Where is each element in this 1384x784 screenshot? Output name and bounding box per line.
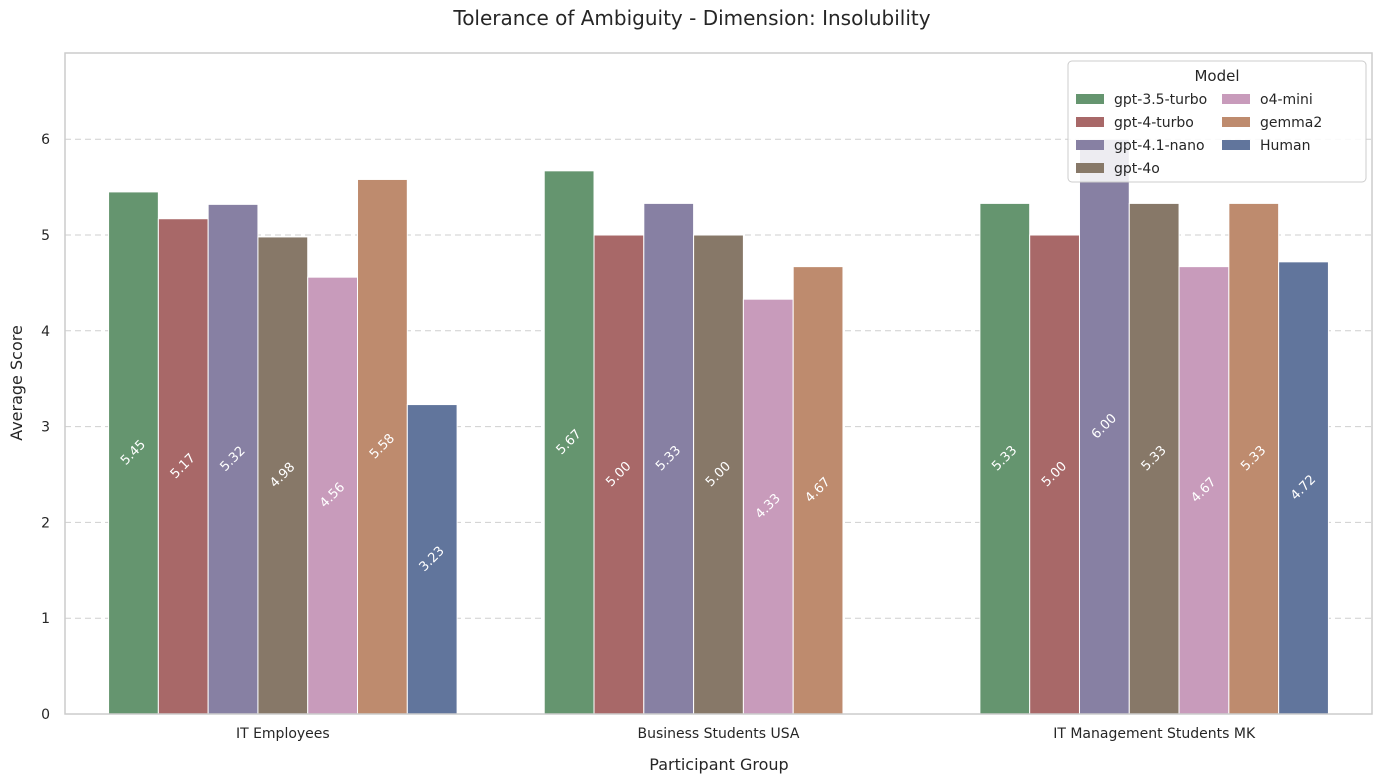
x-tick-label: IT Employees <box>236 726 330 742</box>
bar <box>693 234 744 715</box>
legend-swatch <box>1076 140 1104 150</box>
bar <box>357 178 408 715</box>
y-axis-label: Average Score <box>7 325 26 441</box>
bar <box>406 404 458 715</box>
legend-title: Model <box>1194 67 1239 85</box>
y-tick-label: 2 <box>41 515 50 531</box>
legend-swatch <box>1222 140 1250 150</box>
legend-swatch <box>1076 94 1104 104</box>
legend-entry: gpt-4-turbo <box>1114 115 1194 131</box>
bar <box>157 218 209 715</box>
y-tick-label: 1 <box>41 611 50 627</box>
plot-frame <box>64 52 1373 715</box>
legend-entry: Human <box>1260 138 1311 154</box>
bar <box>257 236 309 715</box>
bar <box>1078 138 1130 715</box>
y-tick-label: 4 <box>41 324 50 340</box>
y-tick-label: 0 <box>41 707 50 723</box>
x-tick-labels: IT Employees Business Students USA IT Mana… <box>236 726 1256 742</box>
y-tick-label: 3 <box>41 420 50 436</box>
x-tick-label: Business Students USA <box>637 726 799 742</box>
legend-entry: gpt-3.5-turbo <box>1114 92 1207 108</box>
bar <box>979 202 1031 715</box>
x-tick-label: IT Management Students MK <box>1053 726 1256 742</box>
bar <box>593 234 645 715</box>
legend-box <box>1067 60 1367 183</box>
bar <box>742 298 794 715</box>
legend-entry: o4-mini <box>1260 92 1313 108</box>
y-tick-label: 5 <box>41 228 50 244</box>
legend-entry: gemma2 <box>1260 115 1322 131</box>
y-tick-labels: 0 1 2 3 4 5 6 <box>41 132 50 723</box>
legend-swatch <box>1076 163 1104 173</box>
bar <box>108 191 159 715</box>
legend-entry: gpt-4.1-nano <box>1114 138 1205 154</box>
bar <box>643 202 695 715</box>
bar <box>1278 261 1329 715</box>
bar <box>1029 234 1080 715</box>
legend: Model gpt-3.5-turbo gpt-4-turbo gpt-4.1-nan… <box>1067 60 1367 183</box>
legend-entry: gpt-4o <box>1114 161 1160 177</box>
legend-swatch <box>1222 94 1250 104</box>
legend-swatch <box>1222 117 1250 127</box>
bar <box>207 203 259 715</box>
x-axis-label: Participant Group <box>649 755 788 774</box>
bar <box>792 266 844 715</box>
bars <box>108 138 1329 715</box>
legend-swatch <box>1076 117 1104 127</box>
bar <box>1128 202 1180 715</box>
chart-title: Tolerance of Ambiguity - Dimension: Inso… <box>452 6 930 30</box>
bar <box>1178 266 1230 715</box>
y-tick-label: 6 <box>41 132 50 148</box>
